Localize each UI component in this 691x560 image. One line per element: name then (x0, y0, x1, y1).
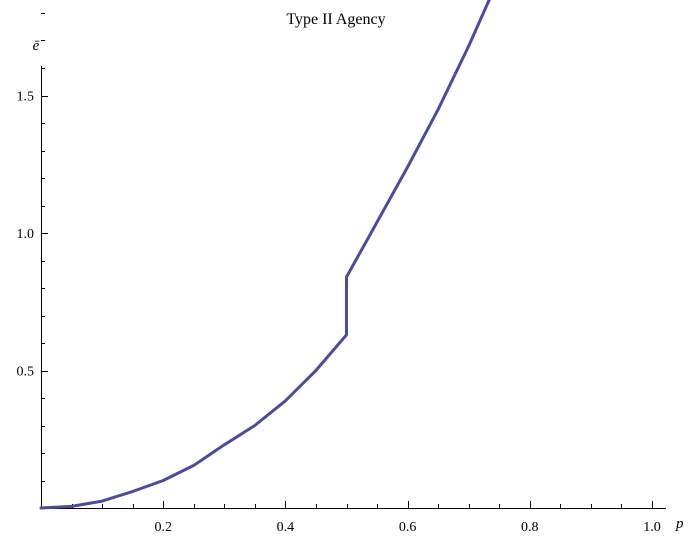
y-tick-label: 1.0 (17, 227, 35, 242)
y-axis-ticks: 0.51.01.52.02.53.0 (17, 13, 48, 482)
x-tick-label: 0.8 (521, 520, 539, 535)
x-axis-ticks: 0.2 0.4 0.6 0.8 1.0 (72, 501, 661, 535)
y-tick-label: 0.5 (17, 365, 35, 380)
y-tick-label: 1.5 (17, 90, 35, 105)
x-tick-label: 0.4 (277, 520, 295, 535)
x-tick-label: 1.0 (643, 520, 661, 535)
series-group (39, 0, 491, 510)
chart-title: Type II Agency (286, 11, 385, 28)
x-tick-label: 0.2 (154, 520, 172, 535)
y-axis-label: ē (33, 38, 40, 54)
x-axis-label: p (675, 516, 684, 532)
x-tick-label: 0.6 (399, 520, 417, 535)
series-line (39, 0, 491, 510)
